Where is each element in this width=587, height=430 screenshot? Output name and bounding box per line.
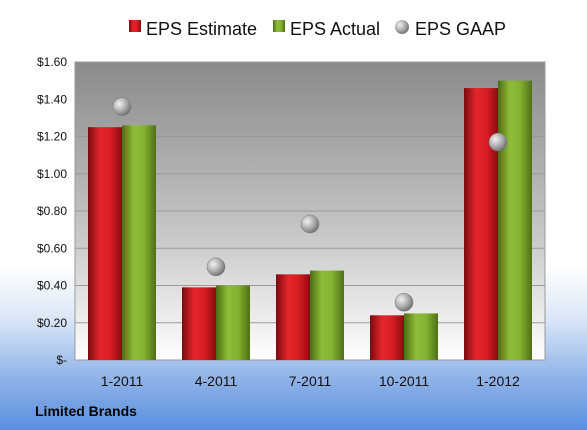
legend-label-eps-estimate: EPS Estimate xyxy=(146,19,257,39)
legend-swatch-eps-actual xyxy=(273,20,285,32)
bars xyxy=(88,80,532,360)
eps-estimate-bar xyxy=(182,287,216,360)
eps-gaap-marker xyxy=(488,132,508,152)
y-tick-label: $0.40 xyxy=(37,279,67,293)
y-tick-label: $1.20 xyxy=(37,130,67,144)
y-tick-label: $1.00 xyxy=(37,167,67,181)
x-category-label: 7-2011 xyxy=(289,373,332,389)
legend-label-eps-gaap: EPS GAAP xyxy=(415,19,506,39)
eps-actual-bar xyxy=(216,285,250,360)
legend-item-eps-actual[interactable]: EPS Actual xyxy=(273,19,380,39)
x-category-label: 10-2011 xyxy=(379,373,430,389)
eps-estimate-bar xyxy=(88,127,122,360)
y-tick-label: $1.60 xyxy=(37,55,67,69)
legend-swatch-eps-estimate xyxy=(129,20,141,32)
y-tick-label: $0.20 xyxy=(37,316,67,330)
eps-actual-bar xyxy=(310,270,344,360)
eps-gaap-marker xyxy=(206,257,226,277)
legend-item-eps-estimate[interactable]: EPS Estimate xyxy=(129,19,257,39)
x-category-label: 4-2011 xyxy=(195,373,238,389)
eps-estimate-bar xyxy=(370,315,404,360)
eps-actual-bar xyxy=(122,125,156,360)
y-tick-label: $- xyxy=(56,353,67,367)
eps-actual-bar xyxy=(498,80,532,360)
x-axis-categories: 1-2011 4-2011 7-2011 10-2011 1-2012 xyxy=(101,373,520,389)
eps-gaap-marker xyxy=(112,97,132,116)
eps-actual-bar xyxy=(404,313,438,360)
x-category-label: 1-2012 xyxy=(476,373,520,389)
eps-gaap-marker xyxy=(300,214,320,234)
y-axis-ticks: $- $0.20 $0.40 $0.60 $0.80 $1.00 $1.20 $1.40 $1.… xyxy=(37,55,67,367)
eps-estimate-bar xyxy=(464,88,498,360)
company-name: Limited Brands xyxy=(35,403,137,419)
y-tick-label: $0.60 xyxy=(37,241,67,255)
eps-estimate-bar xyxy=(276,274,310,360)
y-tick-label: $1.40 xyxy=(37,92,67,106)
y-tick-label: $0.80 xyxy=(37,204,67,218)
legend: EPS Estimate EPS Actual EPS GAAP xyxy=(129,19,506,39)
gaap-markers xyxy=(112,97,508,312)
x-category-label: 1-2011 xyxy=(101,373,144,389)
legend-item-eps-gaap[interactable]: EPS GAAP xyxy=(395,19,506,39)
legend-label-eps-actual: EPS Actual xyxy=(290,19,380,39)
legend-marker-eps-gaap xyxy=(395,20,409,34)
eps-gaap-marker xyxy=(394,293,414,312)
